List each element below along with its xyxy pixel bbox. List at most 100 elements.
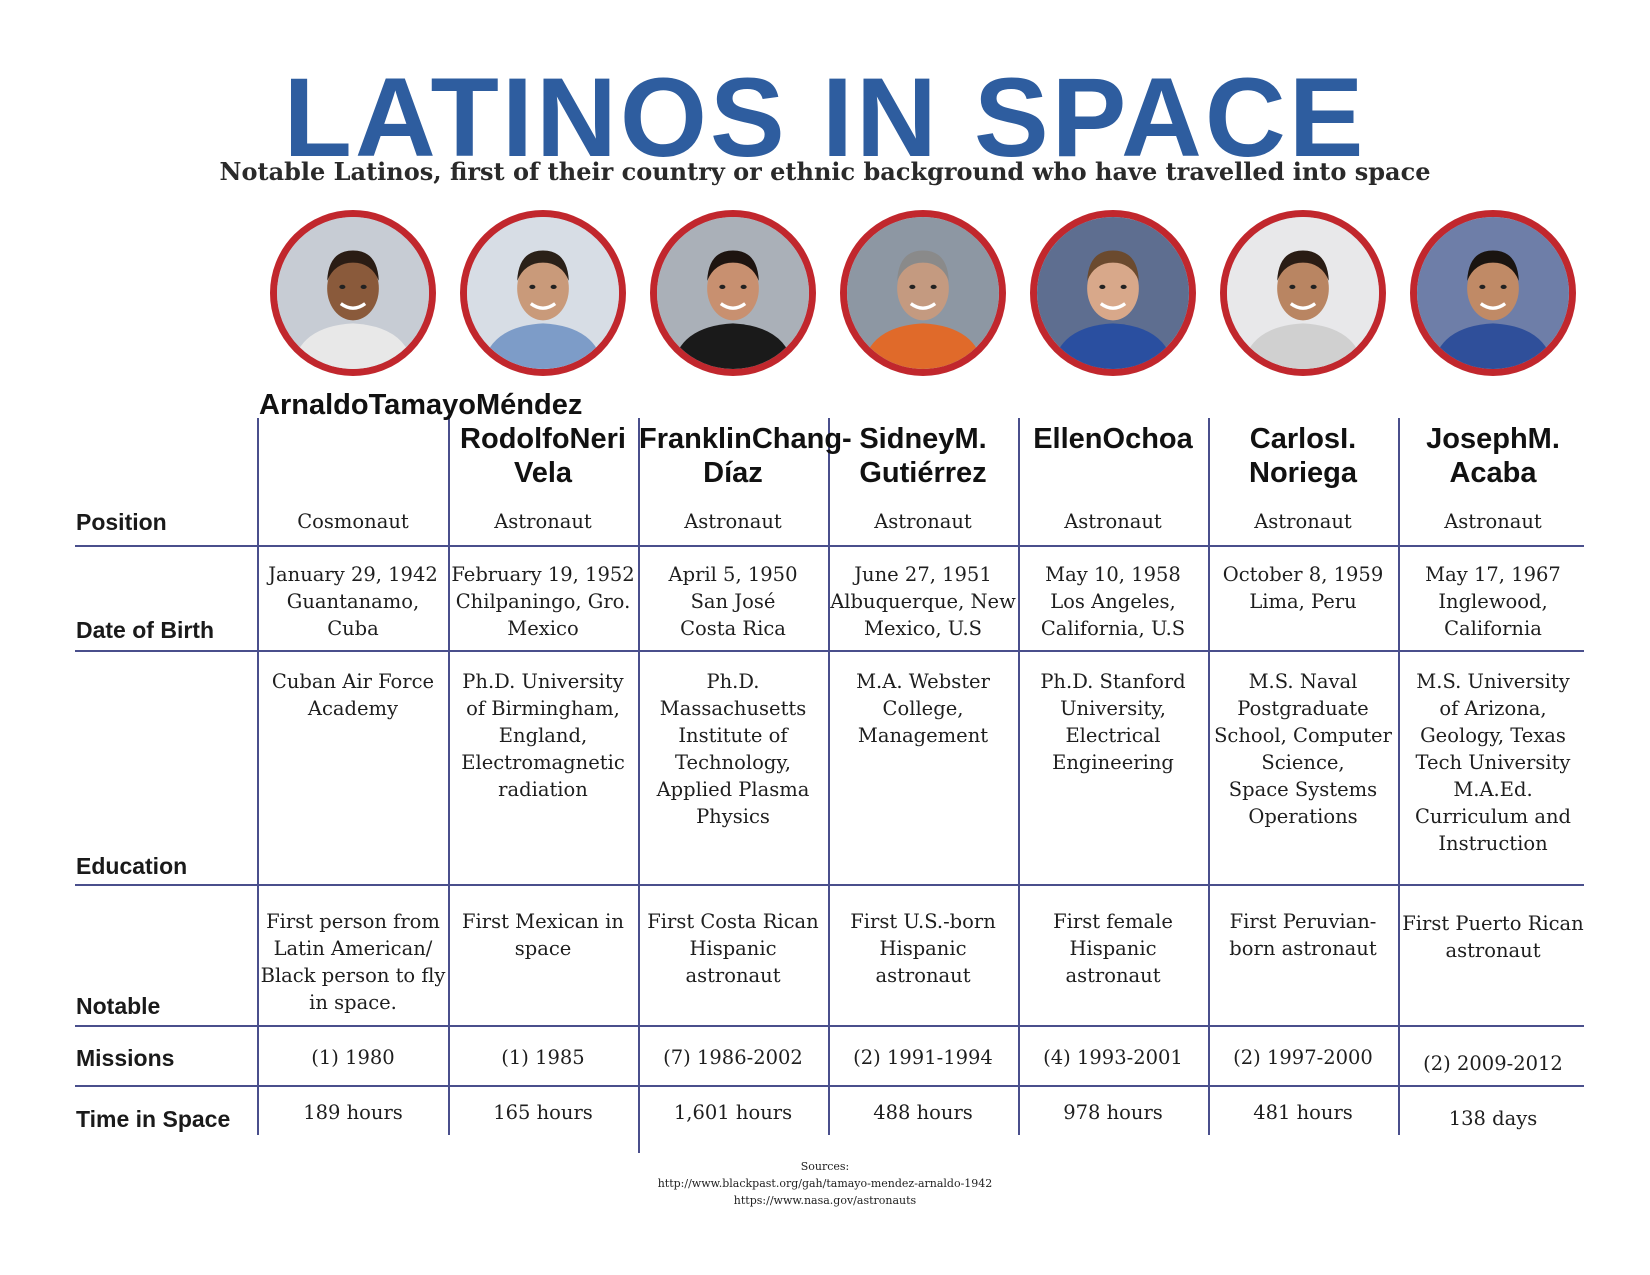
- education-cell-line: Postgraduate: [1237, 697, 1369, 720]
- notable-cell-line: First person from: [266, 910, 440, 933]
- astronaut-name: EllenOchoa: [1019, 422, 1207, 456]
- notable-cell: First Costa Rican Hispanic astronaut: [640, 908, 826, 989]
- education-cell-line: M.S. Naval: [1248, 670, 1358, 693]
- column-divider: [1398, 418, 1400, 1135]
- page-title: LATINOS IN SPACE: [283, 55, 1367, 180]
- astronaut-name-line: Neri Vela: [513, 423, 626, 489]
- education-cell-line: Science,: [1261, 751, 1345, 774]
- astronaut-name-line: Méndez: [476, 389, 583, 421]
- notable-cell-line: astronaut: [1445, 939, 1541, 962]
- row-label-time-in-space: Time in Space: [76, 1106, 231, 1132]
- notable-cell-line: First Peruvian-: [1229, 910, 1377, 933]
- sources-label: Sources:: [800, 1160, 850, 1173]
- notable-cell: First Puerto Rican astronaut: [1400, 910, 1586, 964]
- notable-cell-line: First Mexican in: [462, 910, 624, 933]
- row-divider: [75, 545, 1584, 547]
- education-cell-line: Cuban Air Force: [271, 670, 435, 693]
- education-cell-line: Tech University: [1415, 751, 1571, 774]
- education-cell-line: Engineering: [1052, 751, 1174, 774]
- education-cell-line: Massachusetts: [659, 697, 807, 720]
- astronaut-portrait-icon: [1220, 210, 1386, 376]
- missions-cell: (1) 1985: [501, 1046, 585, 1069]
- time-in-space-cell: 138 days: [1448, 1107, 1538, 1130]
- astronaut-name-line: Franklin: [639, 423, 752, 455]
- education-cell: Ph.D. Stanford University, Electrical Engin…: [1020, 668, 1206, 776]
- astronaut-name-line: Tamayo: [368, 389, 477, 421]
- date-of-birth-cell: May 17, 1967 Inglewood, California: [1400, 561, 1586, 642]
- astronaut-name-line: Ellen: [1033, 423, 1103, 455]
- education-cell-line: School, Computer: [1214, 724, 1392, 747]
- astronaut-portrait-icon: [650, 210, 816, 376]
- date-of-birth-cell-line: California: [1444, 617, 1542, 640]
- date-of-birth-cell-line: Cuba: [327, 617, 379, 640]
- missions-cell: (2) 1997-2000: [1233, 1046, 1373, 1069]
- education-cell-line: Academy: [307, 697, 399, 720]
- notable-cell-line: First Costa Rican: [647, 910, 819, 933]
- education-cell-line: Technology,: [675, 751, 791, 774]
- date-of-birth-cell-line: Lima, Peru: [1249, 590, 1357, 613]
- notable-cell: First Mexican in space: [450, 908, 636, 962]
- date-of-birth-cell: January 29, 1942 Guantanamo, Cuba: [260, 561, 446, 642]
- date-of-birth-cell-line: Mexico: [507, 617, 579, 640]
- time-in-space-cell: 165 hours: [493, 1101, 593, 1124]
- row-label-notable: Notable: [76, 993, 161, 1019]
- column-divider: [1208, 418, 1210, 1135]
- date-of-birth-cell: April 5, 1950 San José Costa Rica: [640, 561, 826, 642]
- education-cell-line: Institute of: [678, 724, 788, 747]
- date-of-birth-cell-line: January 29, 1942: [268, 563, 438, 586]
- missions-cell: (1) 1980: [311, 1046, 395, 1069]
- education-cell-line: Applied Plasma: [656, 778, 810, 801]
- education-cell-line: M.S. University: [1416, 670, 1570, 693]
- date-of-birth-cell-line: Costa Rica: [680, 617, 786, 640]
- education-cell-line: Instruction: [1438, 832, 1548, 855]
- notable-cell-line: First U.S.-born: [850, 910, 996, 933]
- astronaut-name: CarlosI. Noriega: [1209, 422, 1397, 490]
- astronaut-portrait-icon: [1410, 210, 1576, 376]
- education-cell-line: Space Systems: [1228, 778, 1378, 801]
- astronaut-name-line: Carlos: [1249, 423, 1341, 455]
- education-cell-line: Electrical: [1065, 724, 1161, 747]
- column-divider: [638, 418, 640, 1153]
- row-divider: [75, 884, 1584, 886]
- row-label-date-of-birth: Date of Birth: [76, 617, 214, 643]
- source-link-nasa[interactable]: https://www.nasa.gov/astronauts: [733, 1194, 917, 1207]
- astronaut-name-line: Arnaldo: [259, 389, 369, 421]
- astronaut-name-line: M. Gutiérrez: [859, 423, 987, 489]
- notable-cell-line: Black person to fly: [260, 964, 446, 987]
- time-in-space-cell: 978 hours: [1063, 1101, 1163, 1124]
- astronaut-name: FranklinChang-Díaz: [639, 422, 852, 490]
- date-of-birth-cell-line: Chilpaningo, Gro.: [455, 590, 631, 613]
- notable-cell: First person from Latin American/Black pe…: [260, 908, 446, 1016]
- notable-cell-line: born astronaut: [1229, 937, 1377, 960]
- education-cell-line: Ph.D. University: [462, 670, 624, 693]
- astronaut-name: JosephM. Acaba: [1399, 422, 1587, 490]
- date-of-birth-cell-line: Inglewood,: [1438, 590, 1548, 613]
- astronaut-portrait-icon: [840, 210, 1006, 376]
- notable-cell-line: Hispanic astronaut: [685, 937, 781, 987]
- astronaut-name-line: Joseph: [1426, 423, 1528, 455]
- column-divider: [257, 418, 259, 1135]
- date-of-birth-cell-line: California, U.S: [1040, 617, 1186, 640]
- date-of-birth-cell-line: May 10, 1958: [1045, 563, 1181, 586]
- education-cell: M.S. University of Arizona, Geology, Texas…: [1400, 668, 1586, 857]
- education-cell: Ph.D. University of Birmingham, England, El…: [450, 668, 636, 803]
- date-of-birth-cell-line: June 27, 1951: [854, 563, 992, 586]
- notable-cell-line: Hispanic astronaut: [1065, 937, 1161, 987]
- astronaut-name-line: I. Noriega: [1249, 423, 1357, 489]
- date-of-birth-cell-line: San José: [690, 590, 776, 613]
- position-cell: Astronaut: [1254, 510, 1352, 533]
- astronaut-name-line: Chang-Díaz: [703, 423, 852, 489]
- education-cell-line: University,: [1060, 697, 1166, 720]
- cosmonaut-portrait-icon: [270, 210, 436, 376]
- education-cell-line: Ph.D.: [706, 670, 760, 693]
- astronaut-name: RodolfoNeri Vela: [449, 422, 637, 490]
- education-cell-line: M.A.Ed.: [1453, 778, 1533, 801]
- date-of-birth-cell-line: Guantanamo,: [286, 590, 420, 613]
- notable-cell: First Peruvian-born astronaut: [1210, 908, 1396, 962]
- notable-cell-line: in space.: [309, 991, 397, 1014]
- education-cell: Cuban Air Force Academy: [260, 668, 446, 722]
- position-cell: Astronaut: [494, 510, 592, 533]
- source-link-blackpast[interactable]: http://www.blackpast.org/gah/tamayo-mend…: [657, 1177, 993, 1190]
- astronaut-portrait-icon: [460, 210, 626, 376]
- missions-cell: (7) 1986-2002: [663, 1046, 803, 1069]
